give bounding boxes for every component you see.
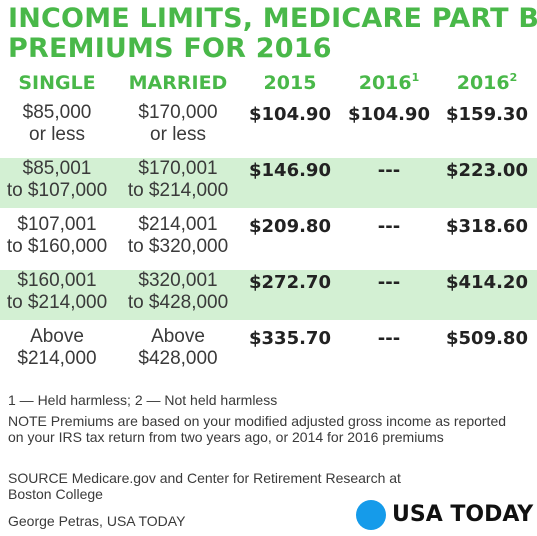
premium-2016-held-harmless: --- xyxy=(377,160,401,181)
single-income-range-line: to $160,000 xyxy=(6,236,108,257)
table-body: $85,000 or less $170,000 or less $104.90 $104… xyxy=(0,102,537,382)
premium-2016-held-harmless: --- xyxy=(377,328,401,349)
single-income-range: Above $214,000 xyxy=(0,326,114,376)
brand-text: USA TODAY xyxy=(392,502,534,527)
married-income-range: $214,001 to $320,000 xyxy=(122,214,234,264)
premium-2016-not-held-harmless: $318.60 xyxy=(446,216,528,237)
single-income-range-line: Above xyxy=(30,326,84,347)
footnote-legend: 1 — Held harmless; 2 — Not held harmless xyxy=(8,392,278,408)
single-income-range-line: to $214,000 xyxy=(6,292,108,313)
single-income-range-line: $107,001 xyxy=(17,214,97,235)
single-income-range-line: or less xyxy=(29,124,85,145)
single-income-range-line: $85,000 xyxy=(22,102,92,123)
brand-dot-icon xyxy=(356,500,386,530)
married-income-range-line: $428,000 xyxy=(138,348,218,369)
married-income-range-line: to $320,000 xyxy=(127,236,229,257)
single-income-range: $107,001 to $160,000 xyxy=(0,214,114,264)
title-line-1: INCOME LIMITS, MEDICARE PART B xyxy=(8,3,537,34)
premium-2015: $104.90 xyxy=(249,104,331,125)
title-line-2: PREMIUMS FOR 2016 xyxy=(8,33,332,64)
premium-2015: $335.70 xyxy=(249,328,331,349)
single-income-range: $85,001 to $107,000 xyxy=(0,158,114,208)
married-income-range-line: $320,001 xyxy=(138,270,218,291)
single-income-range-line: $85,001 xyxy=(22,158,92,179)
premium-2015: $272.70 xyxy=(249,272,331,293)
header-2016-held-harmless: 20161 xyxy=(342,70,436,96)
header-2016-not-held-label: 2016 xyxy=(456,72,510,94)
header-2016-not-held-harmless: 20162 xyxy=(438,70,536,96)
married-income-range-line: $170,001 xyxy=(138,158,218,179)
single-income-range-line: $214,000 xyxy=(17,348,97,369)
table-header: SINGLE MARRIED 2015 20161 20162 xyxy=(0,70,537,100)
header-2015: 2015 xyxy=(263,72,317,94)
married-income-range-line: to $428,000 xyxy=(127,292,229,313)
premium-2016-not-held-harmless: $414.20 xyxy=(446,272,528,293)
premium-2016-not-held-harmless: $509.80 xyxy=(446,328,528,349)
married-income-range-line: $170,000 xyxy=(138,102,218,123)
table-row: $85,001 to $107,000 $170,001 to $214,000 $14… xyxy=(0,158,537,208)
married-income-range-line: or less xyxy=(150,124,206,145)
premium-2016-held-harmless: $104.90 xyxy=(348,104,430,125)
table-row: $85,000 or less $170,000 or less $104.90 $104… xyxy=(0,102,537,152)
single-income-range: $160,001 to $214,000 xyxy=(0,270,114,320)
single-income-range: $85,000 or less xyxy=(0,102,114,152)
married-income-range-line: Above xyxy=(151,326,205,347)
premium-2015: $209.80 xyxy=(249,216,331,237)
premium-2015: $146.90 xyxy=(249,160,331,181)
header-married: MARRIED xyxy=(128,72,228,94)
premium-2016-held-harmless: --- xyxy=(377,216,401,237)
married-income-range-line: $214,001 xyxy=(138,214,218,235)
married-income-range: $170,000 or less xyxy=(122,102,234,152)
footnote-marker-1: 1 xyxy=(411,71,420,84)
premium-2016-not-held-harmless: $223.00 xyxy=(446,160,528,181)
married-income-range: $170,001 to $214,000 xyxy=(122,158,234,208)
source-note: SOURCE Medicare.gov and Center for Retir… xyxy=(8,470,401,502)
premium-2016-held-harmless: --- xyxy=(377,272,401,293)
header-2016-held-label: 2016 xyxy=(358,72,412,94)
married-income-range-line: to $214,000 xyxy=(127,180,229,201)
table-row: $107,001 to $160,000 $214,001 to $320,000 $2… xyxy=(0,214,537,264)
footnote-marker-2: 2 xyxy=(509,71,518,84)
table-row: Above $214,000 Above $428,000 $335.70 --- $509… xyxy=(0,326,537,376)
note-premiums: NOTE Premiums are based on your modified… xyxy=(8,413,507,445)
table-row: $160,001 to $214,000 $320,001 to $428,000 $2… xyxy=(0,270,537,320)
header-single: SINGLE xyxy=(18,72,96,94)
married-income-range: $320,001 to $428,000 xyxy=(122,270,234,320)
chart-title: INCOME LIMITS, MEDICARE PART B PREMIUMS … xyxy=(8,3,537,64)
single-income-range-line: to $107,000 xyxy=(6,180,108,201)
credit-line: George Petras, USA TODAY xyxy=(8,513,186,529)
premium-2016-not-held-harmless: $159.30 xyxy=(446,104,528,125)
single-income-range-line: $160,001 xyxy=(17,270,97,291)
married-income-range: Above $428,000 xyxy=(122,326,234,376)
